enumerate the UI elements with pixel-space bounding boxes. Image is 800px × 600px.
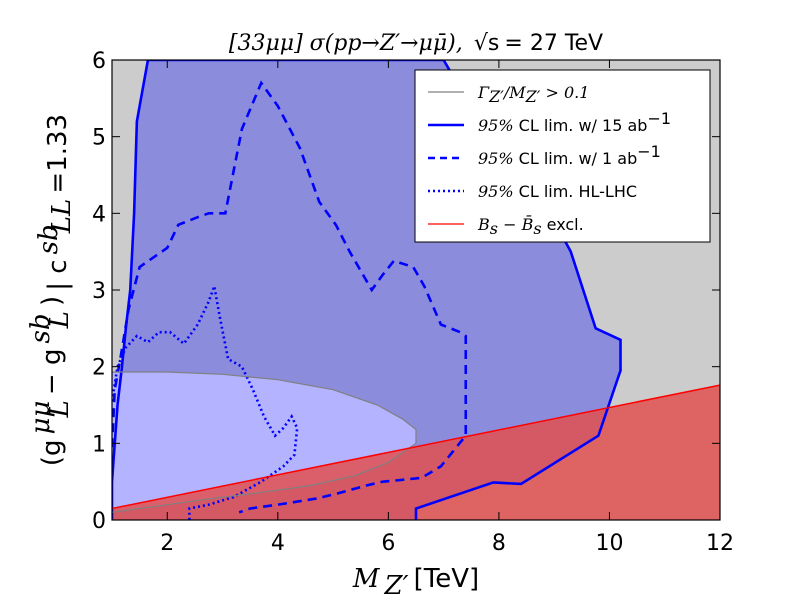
- y-label-close: ): [37, 296, 67, 306]
- x-label-unit: [TeV]: [414, 564, 480, 594]
- y-tick-label: 4: [92, 202, 106, 227]
- title-value: = 27 TeV: [504, 31, 603, 56]
- x-tick-label: 6: [381, 531, 395, 556]
- chart-title: [33μμ] σ(pp→Z′→μμ̄), √s = 27 TeV: [229, 31, 603, 56]
- x-tick-label: 12: [706, 531, 734, 556]
- legend-box: [414, 69, 711, 243]
- x-tick-label: 10: [595, 531, 623, 556]
- bs-exclusion-region: [112, 385, 720, 520]
- y-label-sup1: μμ: [26, 401, 56, 435]
- legend-label-width: ΓZ′/MZ′ > 0.1: [477, 83, 589, 106]
- title-sqrt: √s: [474, 31, 499, 56]
- y-label-sup2: sb: [26, 313, 56, 343]
- x-tick-label: 8: [492, 531, 506, 556]
- legend-label-bs: Bs − B̄s excl.: [477, 213, 584, 238]
- x-tick-label: 4: [271, 531, 285, 556]
- bs-exclusion-line: [112, 384, 720, 510]
- y-label-cond-val: =1.33: [43, 114, 73, 194]
- y-tick-label: 2: [92, 356, 106, 381]
- y-tick-label: 0: [92, 509, 106, 534]
- legend: ΓZ′/MZ′ > 0.1 95% CL lim. w/ 15 ab−1 95% C…: [414, 69, 711, 243]
- y-label-cond-sub: LL: [47, 199, 77, 235]
- y-tick-label: 6: [92, 49, 106, 74]
- legend-label-lim1: 95% CL lim. w/ 1 ab−1: [478, 142, 661, 168]
- y-label-cond-sup: sb: [34, 224, 64, 254]
- legend-label-hllhc: 95% CL lim. HL-LHC: [478, 182, 637, 201]
- y-tick-label: 5: [92, 126, 106, 151]
- x-label-math: M: [352, 564, 381, 594]
- y-axis-label: (g μμ L − g sb L ) | c sb LL =1.33: [26, 114, 77, 466]
- x-label-sub: Z′: [384, 571, 409, 600]
- x-axis-label: M Z′ [TeV]: [352, 564, 479, 600]
- y-label-main: (g: [37, 439, 67, 466]
- y-tick-label: 1: [92, 432, 106, 457]
- x-tick-label: 2: [160, 531, 174, 556]
- y-label-sub2: L: [45, 311, 75, 329]
- y-tick-label: 3: [92, 279, 106, 304]
- title-math: [33μμ] σ(pp→Z′→μμ̄),: [229, 31, 463, 56]
- region-outline-3: [112, 371, 417, 513]
- legend-label-lim15: 95% CL lim. w/ 15 ab−1: [478, 109, 671, 135]
- y-label-sub1: L: [45, 400, 75, 418]
- y-label-mid: − g: [37, 349, 67, 396]
- y-label-cond: | c: [43, 259, 73, 290]
